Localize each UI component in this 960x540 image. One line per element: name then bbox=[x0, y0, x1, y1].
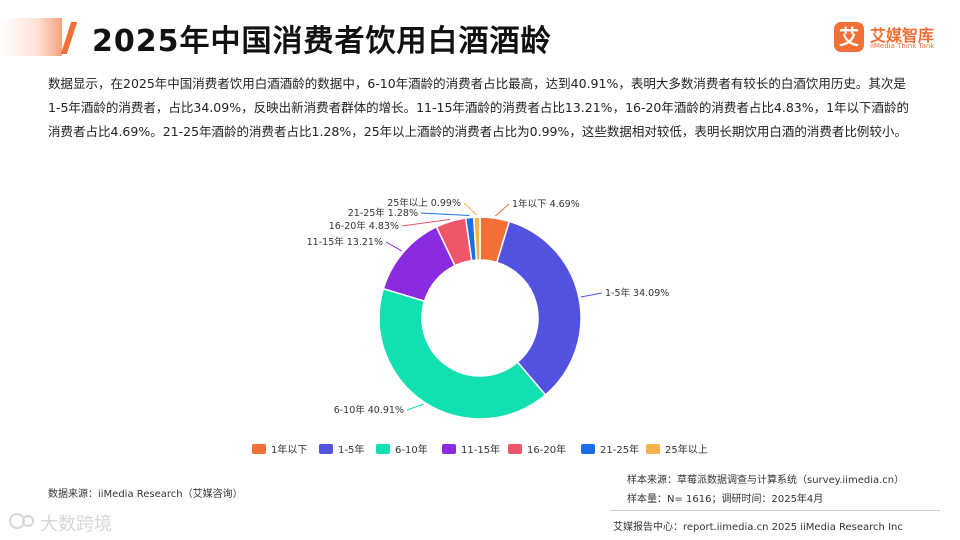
logo-name: 艾媒智库 bbox=[870, 26, 935, 45]
legend-swatch bbox=[252, 444, 266, 454]
leader-line-5 bbox=[401, 218, 451, 227]
data-source: 数据来源：iiMedia Research（艾媒咨询） bbox=[48, 489, 243, 500]
logo-tagline: iiMedia Think Tank bbox=[870, 42, 935, 50]
sample-source: 样本来源：草莓派数据调查与计算系统（survey.iimedia.cn） bbox=[627, 475, 905, 486]
legend-item-6: 21-25年 bbox=[581, 443, 639, 459]
page-title: 2025年中国消费者饮用白酒酒龄 bbox=[92, 24, 552, 59]
chart-legend: 1年以下 1-5年 6-10年 11-15年 16-20年 21-25年 25年以上 bbox=[0, 443, 960, 459]
legend-item-5: 16-20年 bbox=[508, 443, 566, 459]
legend-item-2: 1-5年 bbox=[319, 443, 364, 459]
legend-item-3: 6-10年 bbox=[376, 443, 428, 459]
legend-swatch bbox=[646, 444, 660, 454]
donut-slice-7 bbox=[472, 216, 481, 261]
legend-label: 21-25年 bbox=[600, 445, 640, 456]
header-accent-band bbox=[0, 18, 62, 56]
donut-slice-2 bbox=[495, 220, 582, 396]
data-label-6: 21-25年 1.28% bbox=[348, 207, 418, 219]
legend-swatch bbox=[376, 444, 390, 454]
brand-logo: 艾 艾媒智库 iiMedia Think Tank bbox=[834, 22, 934, 56]
donut-slice-3 bbox=[378, 287, 547, 420]
chart-description: 数据显示，在2025年中国消费者饮用白酒酒龄的数据中，6-10年酒龄的消费者占比… bbox=[48, 76, 910, 139]
leader-line-7 bbox=[463, 202, 478, 216]
legend-label: 11-15年 bbox=[461, 445, 501, 456]
leader-line-4 bbox=[385, 241, 403, 252]
leader-line-2 bbox=[580, 292, 603, 298]
footer-divider bbox=[610, 510, 940, 511]
legend-swatch bbox=[442, 444, 456, 454]
legend-label: 16-20年 bbox=[527, 445, 567, 456]
legend-item-1: 1年以下 bbox=[252, 443, 307, 459]
data-label-4: 11-15年 13.21% bbox=[307, 236, 383, 248]
logo-badge-icon: 艾 bbox=[834, 22, 864, 52]
sample-size: 样本量：N= 1616；调研时间：2025年4月 bbox=[627, 494, 824, 505]
watermark-logo-icon bbox=[9, 513, 34, 529]
legend-label: 25年以上 bbox=[665, 445, 708, 456]
leader-line-3 bbox=[406, 403, 424, 411]
leader-line-6 bbox=[420, 212, 470, 217]
legend-label: 1-5年 bbox=[338, 445, 365, 456]
legend-swatch bbox=[508, 444, 522, 454]
data-label-5: 16-20年 4.83% bbox=[329, 220, 399, 232]
data-label-7: 25年以上 0.99% bbox=[387, 197, 461, 209]
legend-item-4: 11-15年 bbox=[442, 443, 500, 459]
data-label-3: 6-10年 40.91% bbox=[334, 404, 404, 416]
legend-label: 1年以下 bbox=[271, 445, 308, 456]
report-center: 艾媒报告中心：report.iimedia.cn 2025 iiMedia Re… bbox=[613, 522, 903, 533]
watermark-text: 大数跨境 bbox=[40, 514, 112, 535]
leader-line-1 bbox=[494, 203, 510, 217]
legend-item-7: 25年以上 bbox=[646, 443, 708, 459]
legend-swatch bbox=[581, 444, 595, 454]
legend-swatch bbox=[319, 444, 333, 454]
data-label-2: 1-5年 34.09% bbox=[605, 287, 669, 299]
legend-label: 6-10年 bbox=[395, 445, 428, 456]
data-label-1: 1年以下 4.69% bbox=[512, 198, 580, 210]
